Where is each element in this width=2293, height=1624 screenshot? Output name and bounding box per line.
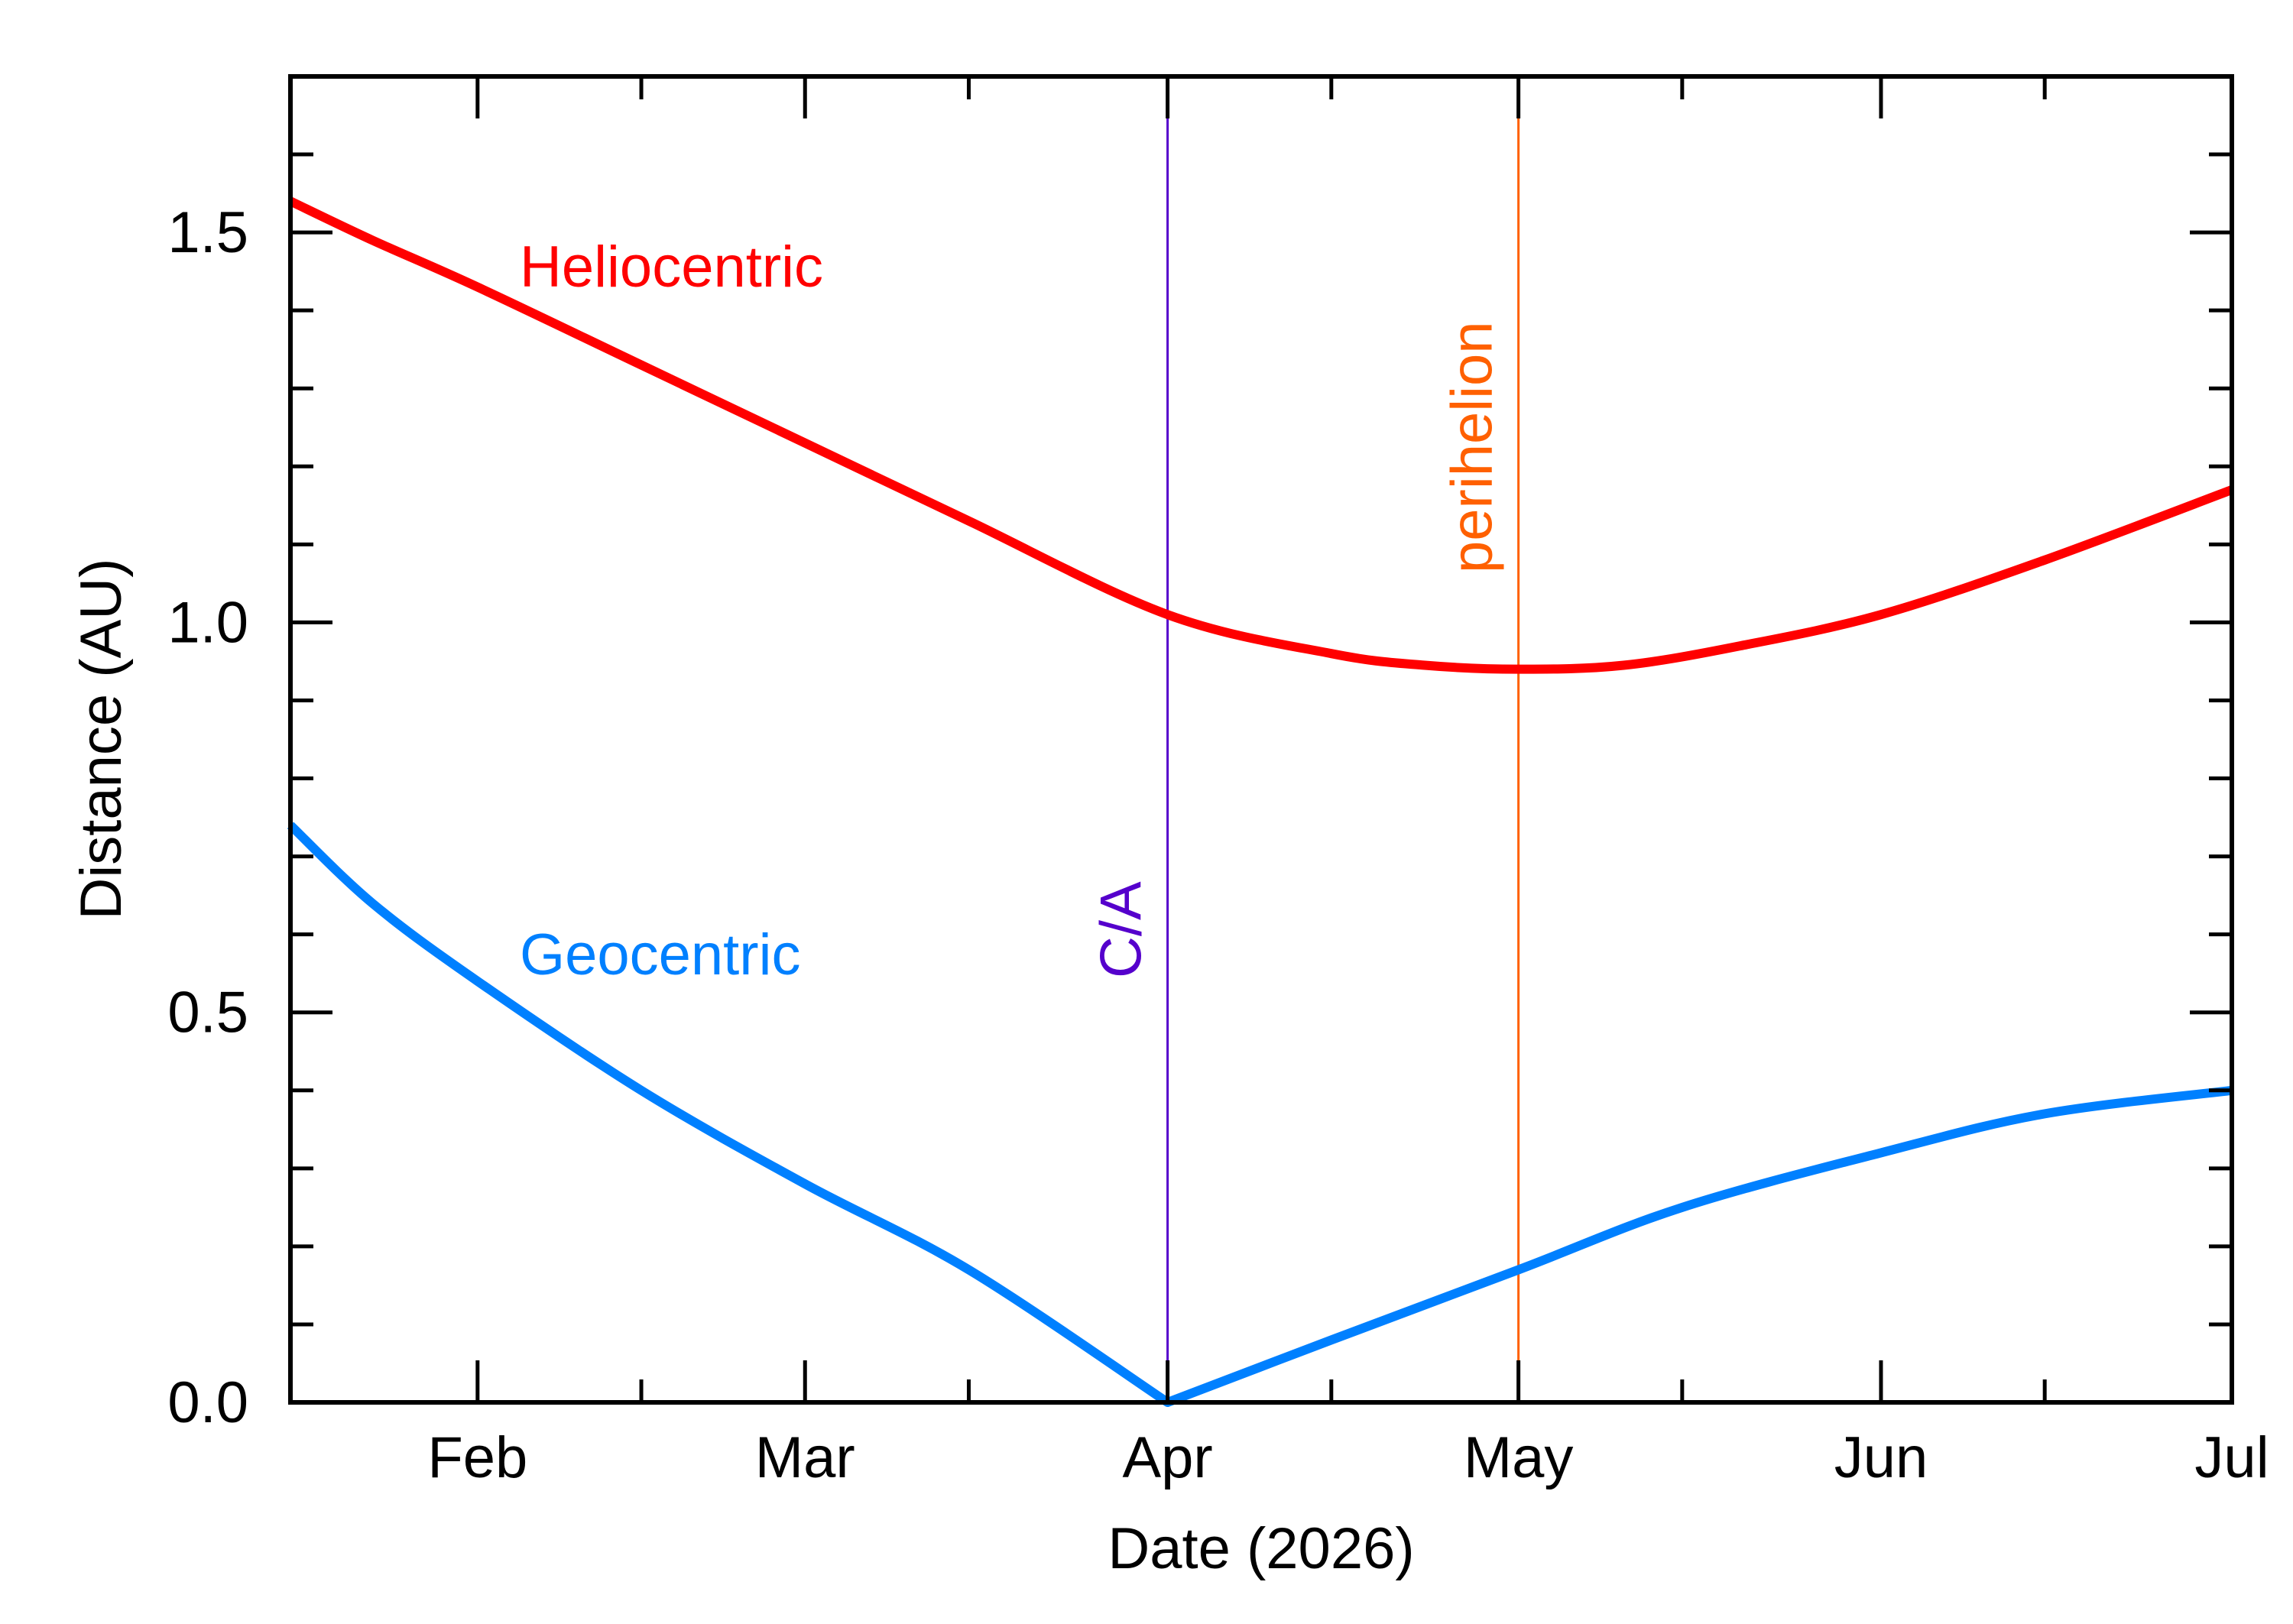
series-line-geocentric [287, 822, 2233, 1407]
marker-label: C/A [1089, 881, 1154, 978]
series-labels: C/A perihelion Heliocentric Geocentric [520, 235, 1505, 987]
series-line-heliocentric [288, 196, 2234, 674]
event-markers [1166, 76, 1520, 1402]
x-axis-label: Date (2026) [1108, 1516, 1414, 1581]
data-series [287, 196, 2234, 1407]
y-tick-label: 0.5 [167, 981, 248, 1045]
x-tick-label: Feb [427, 1425, 527, 1490]
x-tick-label: Jun [1834, 1425, 1928, 1490]
y-tick-label: 0.0 [167, 1370, 248, 1435]
x-tick-label: Apr [1122, 1425, 1212, 1490]
y-tick-label: 1.0 [167, 590, 248, 655]
series-label-heliocentric: Heliocentric [520, 235, 823, 300]
plot-frame [288, 74, 2234, 1405]
x-tick-label: Jul [2194, 1425, 2269, 1490]
x-tick-label: May [1464, 1425, 1574, 1490]
series-label-geocentric: Geocentric [520, 922, 801, 987]
marker-label: perihelion [1440, 321, 1505, 573]
axis-tick-labels: Feb Mar Apr May Jun Jul 0.0 0.5 1.0 1.5 [167, 200, 2269, 1490]
y-axis-label: Distance (AU) [69, 559, 134, 920]
y-tick-label: 1.5 [167, 200, 248, 265]
x-tick-label: Mar [755, 1425, 855, 1490]
